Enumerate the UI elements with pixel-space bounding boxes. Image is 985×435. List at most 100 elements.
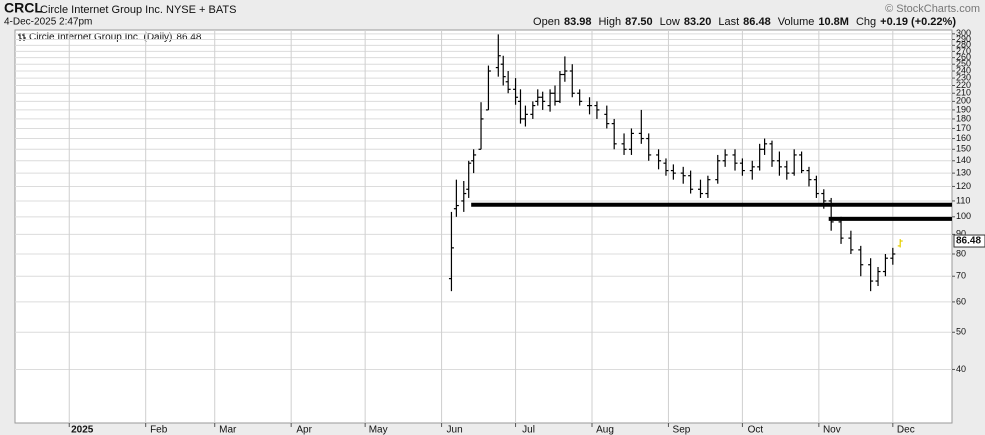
y-tick-label: 210 (956, 88, 971, 98)
ohlc-bar (838, 216, 844, 244)
ohlc-bar (621, 133, 627, 155)
y-tick-label: 300 (956, 28, 971, 38)
legend-name: Circle Internet Group Inc. (Daily) (29, 32, 172, 43)
ohlc-bar (604, 105, 610, 129)
ohlc-bar (535, 89, 541, 106)
ohlc-bar (485, 65, 491, 111)
x-tick-label: Apr (296, 425, 312, 435)
quote-value: 83.98 (564, 16, 592, 28)
ohlc-bar (517, 89, 523, 124)
y-tick-label: 170 (956, 123, 971, 133)
y-tick-label: 260 (956, 52, 971, 62)
ohlc-bar (557, 71, 563, 104)
ohlc-bar (732, 149, 738, 171)
symbol: CRCL (4, 0, 43, 16)
ohlc-bar (784, 160, 790, 180)
ohlc-bar (500, 55, 506, 86)
ohlc-bar (547, 89, 553, 112)
ohlc-bar (776, 151, 782, 176)
ohlc-bar (646, 133, 652, 161)
ohlc-bar (762, 138, 768, 155)
x-tick-label: 2025 (71, 425, 94, 435)
ohlc-bar (715, 154, 721, 184)
ohlc-bar (791, 149, 797, 176)
quote-label: Volume (778, 16, 815, 28)
y-tick-label: 130 (956, 167, 971, 177)
ohlc-bar (848, 230, 854, 254)
quote-value: 83.20 (684, 16, 712, 28)
price-tag-box (953, 234, 985, 248)
credit: © StockCharts.com (885, 3, 980, 15)
y-tick-label: 50 (956, 327, 966, 337)
price-tag: 86.48 (956, 236, 981, 247)
company: Circle Internet Group Inc. (40, 4, 163, 16)
ohlc-bar (688, 170, 694, 194)
plot-area (14, 29, 953, 424)
x-tick-label: Dec (897, 425, 915, 435)
ohlc-bar (769, 140, 775, 167)
x-tick-label: Mar (219, 425, 237, 435)
quote-value: 86.48 (743, 16, 771, 28)
ohlc-bar (806, 166, 812, 187)
x-tick-label: Jul (522, 425, 535, 435)
ohlc-bar (448, 211, 454, 292)
timestamp: 4-Dec-2025 2:47pm (4, 17, 92, 28)
y-tick-label: 240 (956, 65, 971, 75)
ohlc-bar (656, 149, 662, 170)
ohlc-bar (562, 56, 568, 82)
ohlc-bar (540, 91, 546, 110)
x-tick-label: Oct (748, 425, 764, 435)
ohlc-bar (722, 149, 728, 167)
quote-label: Last (718, 16, 739, 28)
ohlc-bar (890, 247, 896, 265)
ohlc-bar (828, 197, 834, 231)
ohlc-bar (680, 166, 686, 184)
quote-value: 10.8M (818, 16, 849, 28)
quote-label: Low (660, 16, 680, 28)
ohlc-bar (638, 109, 644, 144)
ohlc-bar (530, 101, 536, 119)
legend-last: 86.48 (176, 32, 201, 43)
y-tick-label: 150 (956, 144, 971, 154)
ohlc-bar (461, 180, 467, 212)
ohlc-bar (749, 160, 755, 180)
ohlc-bar (705, 175, 711, 198)
quote-label: Chg (856, 16, 876, 28)
ohlc-bar (897, 239, 903, 248)
ohlc-bar (670, 164, 676, 180)
y-tick-label: 110 (956, 195, 970, 205)
y-tick-label: 120 (956, 181, 971, 191)
ohlc-bar (505, 71, 511, 94)
x-tick-label: Nov (823, 425, 841, 435)
x-tick-label: Feb (150, 425, 168, 435)
y-tick-label: 140 (956, 155, 971, 165)
ohlc-bar (821, 189, 827, 209)
exchange: NYSE + BATS (166, 4, 236, 16)
y-tick-label: 100 (956, 211, 971, 221)
y-tick-label: 270 (956, 46, 971, 56)
x-tick-label: Sep (673, 425, 691, 435)
ohlc-bar (466, 160, 472, 198)
ohlc-bar (587, 97, 593, 115)
y-tick-label: 230 (956, 72, 971, 82)
ohlc-bar (611, 118, 617, 150)
ohlc-bar (577, 89, 583, 106)
y-tick-label: 180 (956, 113, 971, 123)
y-tick-label: 290 (956, 34, 971, 44)
ohlc-bar (453, 179, 459, 217)
y-tick-label: 250 (956, 59, 971, 69)
ohlc-bar (739, 158, 745, 176)
ohlc-bar (663, 158, 669, 176)
ohlc-bar (522, 105, 528, 127)
legend-text: Circle Internet Group Inc. (Daily) 86.48 (29, 32, 202, 43)
ohlc-bar (813, 175, 819, 198)
quote-value: +0.19 (+0.22%) (880, 16, 956, 28)
x-tick-label: Aug (596, 425, 614, 435)
ohlc-bar (799, 151, 805, 174)
ohlc-bar (882, 253, 888, 277)
ohlc-bar (868, 258, 874, 292)
grid (15, 30, 952, 423)
ohlc-bar (697, 179, 703, 198)
